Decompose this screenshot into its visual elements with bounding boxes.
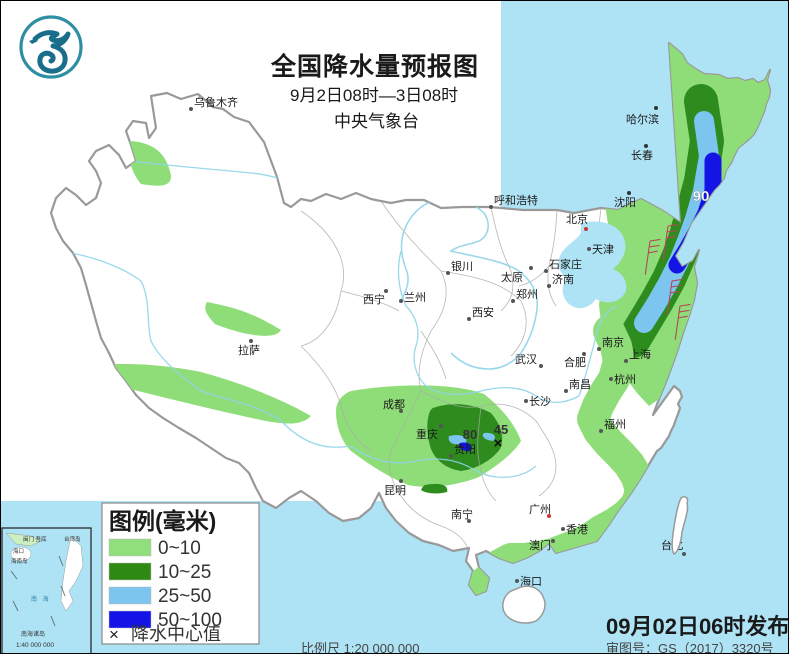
svg-text:比例尺 1:20 000 000: 比例尺 1:20 000 000	[301, 641, 420, 654]
svg-text:90: 90	[693, 188, 710, 205]
svg-text:×: ×	[109, 625, 119, 644]
svg-text:长春: 长春	[631, 149, 653, 162]
svg-text:南京: 南京	[602, 335, 624, 349]
svg-text:海南岛: 海南岛	[11, 557, 28, 565]
svg-text:拉萨: 拉萨	[238, 343, 260, 357]
svg-text:武汉: 武汉	[515, 353, 537, 366]
svg-text:西宁: 西宁	[363, 292, 385, 306]
svg-text:台湾岛: 台湾岛	[64, 535, 81, 543]
svg-text:银川: 银川	[451, 259, 473, 273]
svg-text:兰州: 兰州	[404, 291, 426, 304]
svg-text:澳门: 澳门	[529, 538, 551, 552]
svg-text:海口: 海口	[13, 547, 24, 555]
svg-text:10~25: 10~25	[158, 562, 211, 583]
svg-text:审图号：GS（2017）3320号: 审图号：GS（2017）3320号	[606, 641, 774, 654]
svg-text:太原: 太原	[501, 271, 523, 284]
svg-text:成都: 成都	[383, 398, 405, 411]
svg-text:广州: 广州	[529, 503, 551, 516]
svg-text:香港: 香港	[566, 523, 588, 536]
svg-text:图例(毫米): 图例(毫米)	[109, 508, 216, 534]
svg-text:09月02日06时发布: 09月02日06时发布	[606, 614, 789, 639]
svg-text:×: ×	[494, 435, 503, 452]
svg-text:昆明: 昆明	[384, 484, 406, 497]
svg-text:闽门 吾底: 闽门 吾底	[23, 535, 47, 543]
svg-text:哈尔滨: 哈尔滨	[626, 112, 659, 126]
svg-text:杭州: 杭州	[614, 372, 636, 386]
svg-text:南宁: 南宁	[451, 507, 473, 521]
svg-text:1:40 000 000: 1:40 000 000	[16, 642, 54, 649]
svg-text:南海诸岛: 南海诸岛	[21, 630, 45, 638]
svg-text:80: 80	[463, 427, 477, 442]
svg-text:乌鲁木齐: 乌鲁木齐	[194, 95, 238, 109]
svg-text:西安: 西安	[472, 305, 494, 319]
svg-text:沈阳: 沈阳	[614, 195, 636, 209]
svg-text:呼和浩特: 呼和浩特	[494, 193, 538, 207]
svg-text:降水中心值: 降水中心值	[131, 624, 221, 644]
svg-text:济南: 济南	[552, 272, 574, 286]
svg-text:郑州: 郑州	[516, 287, 538, 301]
svg-text:石家庄: 石家庄	[549, 257, 582, 271]
svg-text:合肥: 合肥	[564, 355, 586, 369]
svg-text:天津: 天津	[592, 243, 614, 256]
svg-text:南 海: 南 海	[31, 595, 51, 603]
svg-text:长沙: 长沙	[529, 395, 551, 408]
svg-text:贵阳: 贵阳	[454, 443, 476, 456]
svg-text:南昌: 南昌	[569, 378, 591, 391]
svg-text:北京: 北京	[566, 212, 588, 226]
svg-text:福州: 福州	[604, 417, 626, 431]
svg-text:重庆: 重庆	[416, 427, 438, 441]
svg-text:上海: 上海	[629, 347, 651, 361]
svg-text:25~50: 25~50	[158, 586, 211, 607]
svg-text:0~10: 0~10	[158, 538, 201, 559]
